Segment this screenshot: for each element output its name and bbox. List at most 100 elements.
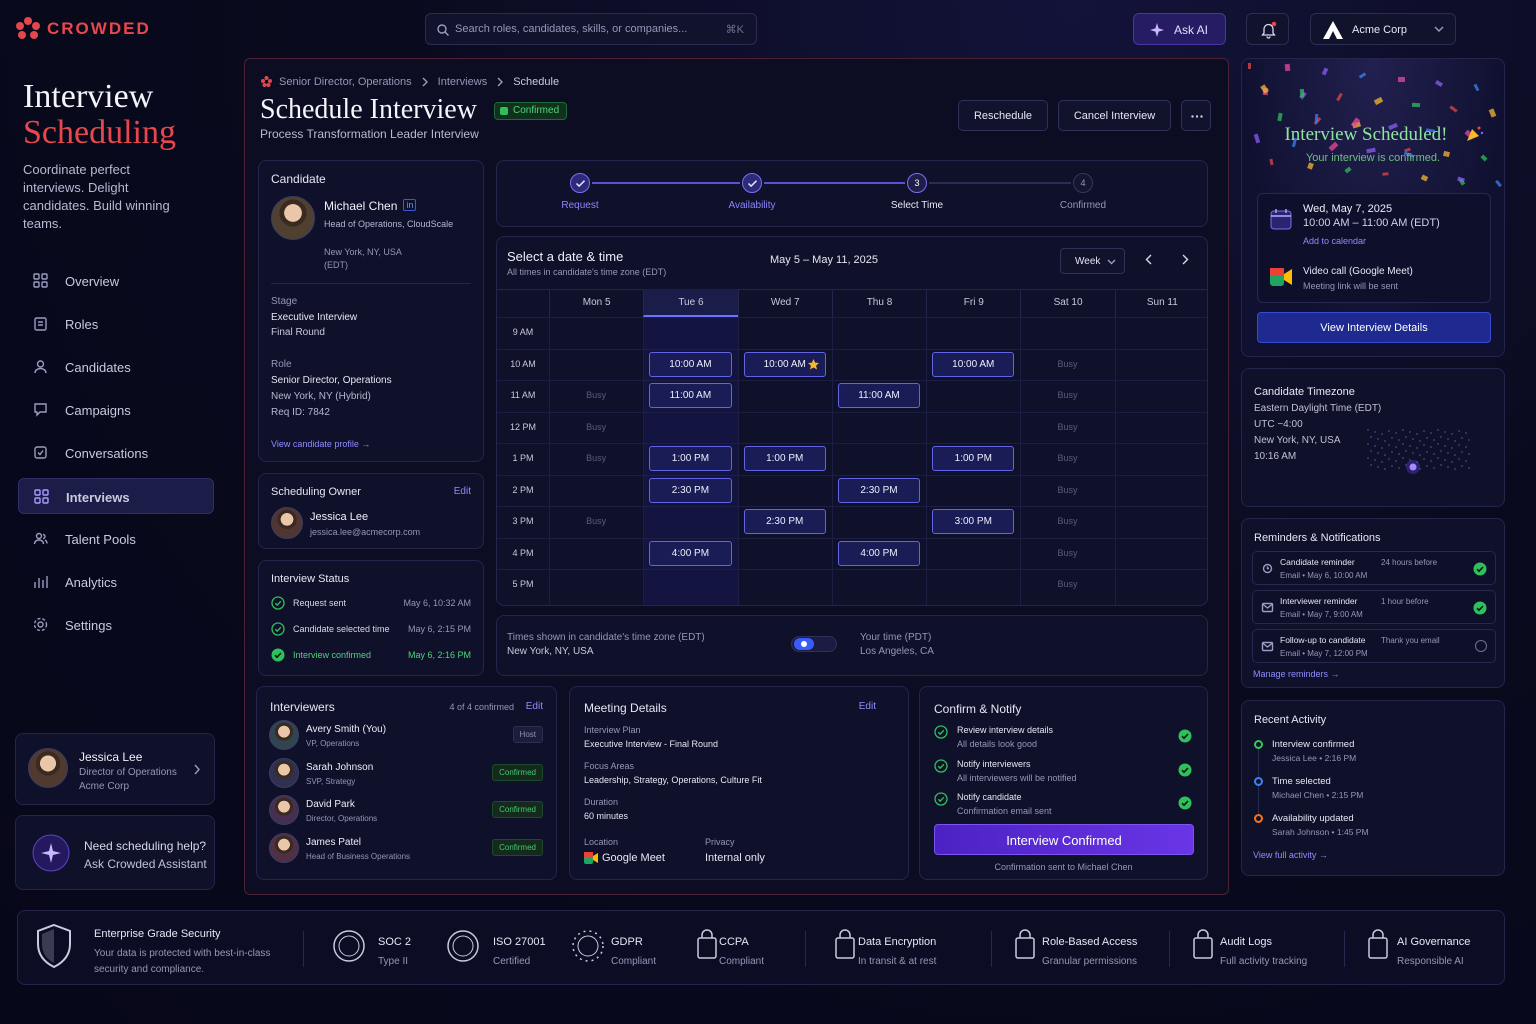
- step-circle: [570, 173, 590, 193]
- column-line: [1020, 317, 1022, 605]
- confirm-button-label: Interview Confirmed: [1006, 833, 1122, 848]
- reminder-item: Candidate reminder 24 hours before Email •…: [1252, 551, 1496, 585]
- day-header[interactable]: Fri 9: [926, 289, 1020, 317]
- time-slot[interactable]: 1:00 PM: [649, 446, 732, 471]
- day-header[interactable]: Mon 5: [549, 289, 643, 317]
- nav-icon: [34, 360, 47, 374]
- profile-link[interactable]: View candidate profile →: [271, 439, 371, 449]
- help-card[interactable]: Need scheduling help? Ask Crowded Assista…: [15, 815, 215, 890]
- day-header[interactable]: Sat 10: [1020, 289, 1114, 317]
- nav-item[interactable]: Roles: [18, 306, 214, 342]
- breadcrumb-item[interactable]: Senior Director, Operations: [279, 76, 412, 88]
- row-line: [497, 506, 1207, 507]
- status-label: Interview confirmed: [293, 650, 372, 660]
- search-box[interactable]: Search roles, candidates, skills, or com…: [425, 13, 757, 45]
- activity-link[interactable]: View full activity →: [1253, 850, 1328, 860]
- timeline-dot: [1254, 814, 1263, 823]
- action-button[interactable]: Cancel Interview: [1058, 100, 1171, 131]
- ask-ai-button[interactable]: Ask AI: [1133, 13, 1226, 45]
- tz-candidate: Times shown in candidate's time zone (ED…: [507, 632, 705, 643]
- chevron-right: [194, 764, 200, 775]
- action-button[interactable]: Reschedule: [958, 100, 1048, 131]
- chevron-down: [1434, 26, 1444, 32]
- map-dot: [1398, 439, 1400, 441]
- nav-icon: [33, 273, 48, 288]
- confetti: [1299, 88, 1305, 98]
- scheduling-owner-card: Scheduling Owner Edit Jessica Lee jessica.l…: [258, 473, 484, 549]
- timezone-toggle[interactable]: [791, 636, 837, 652]
- user-card[interactable]: Jessica Lee Director of Operations Acme Co…: [15, 733, 215, 805]
- assistant-icon: [32, 834, 70, 872]
- time-slot[interactable]: 10:00 AM: [932, 351, 1015, 377]
- nav-item[interactable]: Settings: [18, 607, 214, 643]
- nav-item[interactable]: Interviews: [18, 478, 214, 514]
- nav-item[interactable]: Talent Pools: [18, 521, 214, 557]
- nav-item[interactable]: Conversations: [18, 435, 214, 471]
- confirm-subtitle: Confirmation email sent: [957, 806, 1052, 816]
- map-dot: [1465, 432, 1467, 434]
- reminder-item: Interviewer reminder 1 hour before Email •…: [1252, 590, 1496, 624]
- time-slot[interactable]: 4:00 PM: [837, 540, 921, 566]
- map-dot: [1433, 467, 1435, 469]
- candidate-name: Michael Chen: [324, 199, 398, 213]
- reminder-icon: [1261, 602, 1274, 613]
- day-header[interactable]: Sun 11: [1114, 289, 1207, 317]
- day-header[interactable]: Tue 6: [643, 289, 738, 317]
- time-slot[interactable]: 3:00 PM: [932, 509, 1015, 534]
- confetti: [1248, 63, 1251, 69]
- nav-item[interactable]: Campaigns: [18, 392, 214, 428]
- notifications-button[interactable]: [1246, 13, 1289, 45]
- nav-item[interactable]: Candidates: [18, 349, 214, 385]
- row-line: [497, 317, 1207, 318]
- details-button[interactable]: View Interview Details: [1257, 312, 1491, 343]
- success-title: Interview Scheduled!: [1284, 124, 1448, 145]
- time-slot[interactable]: 2:30 PM: [649, 477, 732, 503]
- field-value: 60 minutes: [584, 811, 629, 821]
- breadcrumb-item[interactable]: Interviews: [437, 76, 488, 88]
- confetti: [1284, 63, 1291, 72]
- calendar: Select a date & time All times in candida…: [496, 236, 1208, 606]
- video-note: Meeting link will be sent: [1303, 281, 1399, 291]
- map-dot: [1377, 466, 1379, 468]
- recent-activity-card: Recent Activity Interview confirmed Jessic…: [1241, 700, 1505, 876]
- time-slot[interactable]: 4:00 PM: [649, 540, 732, 566]
- nav-item[interactable]: Analytics: [18, 564, 214, 600]
- day-header[interactable]: Thu 8: [831, 289, 926, 317]
- time-slot[interactable]: 10:00 AM: [743, 351, 826, 377]
- nav-label: Interviews: [66, 490, 130, 505]
- time-slot[interactable]: 11:00 AM: [837, 383, 921, 408]
- confirm-button[interactable]: Interview Confirmed: [934, 824, 1194, 855]
- calendar-icon: [1270, 209, 1292, 230]
- breadcrumb-item[interactable]: Schedule: [513, 76, 560, 88]
- activity-title: Interview confirmed: [1272, 739, 1355, 750]
- time-slot[interactable]: 2:30 PM: [743, 509, 826, 534]
- time-slot[interactable]: 1:00 PM: [743, 446, 826, 471]
- map-dot: [1384, 468, 1386, 470]
- org-switcher[interactable]: Acme Corp: [1310, 13, 1456, 45]
- view-select[interactable]: Week: [1060, 248, 1125, 274]
- day-header[interactable]: Wed 7: [737, 289, 832, 317]
- owner-name: Jessica Lee: [310, 511, 369, 523]
- time-slot[interactable]: 2:30 PM: [837, 477, 921, 503]
- edit-link[interactable]: Edit: [858, 701, 876, 712]
- calendar-link[interactable]: Add to calendar: [1303, 236, 1367, 246]
- sidebar-title: Interview: [23, 78, 154, 115]
- sparkle-icon: [1150, 23, 1164, 37]
- confetti: [1495, 179, 1502, 188]
- more-button[interactable]: [1181, 100, 1211, 131]
- time-slot[interactable]: 10:00 AM: [649, 351, 732, 377]
- field-value: Google Meet: [602, 852, 665, 864]
- hour-label: 5 PM: [512, 579, 534, 589]
- video-label: Video call (Google Meet): [1303, 266, 1413, 277]
- time-slot[interactable]: 11:00 AM: [649, 383, 732, 408]
- security-title: AI Governance: [1397, 936, 1471, 948]
- manage-link[interactable]: Manage reminders →: [1253, 669, 1340, 679]
- edit-link[interactable]: Edit: [525, 701, 543, 712]
- nav-item[interactable]: Overview: [18, 263, 214, 299]
- time-slot[interactable]: 1:00 PM: [932, 446, 1015, 471]
- map-dot: [1437, 443, 1439, 445]
- linkedin-badge[interactable]: in: [403, 199, 417, 211]
- separator: [1344, 931, 1345, 967]
- reminder-detail: Email • May 7, 9:00 AM: [1280, 610, 1363, 619]
- edit-link[interactable]: Edit: [453, 486, 471, 497]
